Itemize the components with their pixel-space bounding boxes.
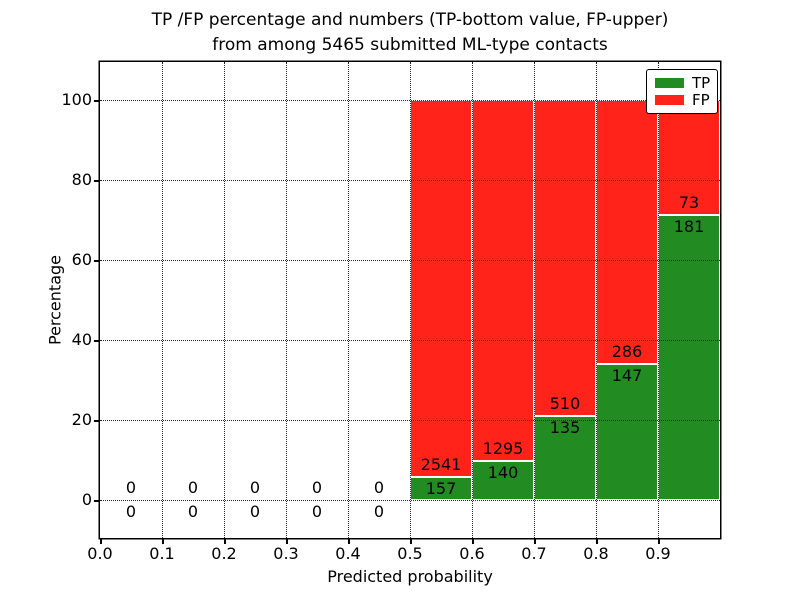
bar-segment-fp bbox=[534, 100, 596, 417]
bar-count-label-fp: 73 bbox=[678, 192, 700, 212]
bar-count-label-fp: 510 bbox=[549, 394, 581, 414]
x-axis-tick bbox=[596, 538, 598, 544]
gridline-vertical bbox=[596, 62, 597, 538]
bar-count-label-fp: 0 bbox=[125, 478, 137, 497]
y-axis-tick bbox=[94, 340, 100, 342]
y-axis-tick bbox=[94, 500, 100, 502]
gridline-vertical bbox=[534, 62, 535, 538]
bar-segment-tp bbox=[658, 214, 720, 500]
bar-count-label-tp: 0 bbox=[249, 502, 261, 521]
legend: TP FP bbox=[646, 69, 718, 114]
y-tick-label: 40 bbox=[71, 330, 92, 349]
y-tick-label: 80 bbox=[71, 170, 92, 189]
x-axis-tick bbox=[472, 538, 474, 544]
bar-count-label-tp: 0 bbox=[125, 502, 137, 521]
bar-segment-fp bbox=[472, 100, 534, 461]
bar-segment-tp bbox=[534, 416, 596, 500]
gridline-vertical bbox=[286, 62, 287, 538]
chart-title: TP /FP percentage and numbers (TP-bottom… bbox=[100, 8, 720, 58]
bar-segment-fp bbox=[596, 100, 658, 365]
x-tick-label: 0.3 bbox=[273, 544, 299, 563]
bar-count-label-fp: 0 bbox=[373, 478, 385, 497]
y-tick-label: 0 bbox=[81, 490, 92, 509]
y-tick-label: 20 bbox=[71, 410, 92, 429]
chart-title-line2: from among 5465 submitted ML-type contac… bbox=[212, 35, 608, 55]
x-axis-tick bbox=[162, 538, 164, 544]
bar-count-label-tp: 147 bbox=[611, 366, 643, 386]
y-axis-tick bbox=[94, 260, 100, 262]
bar-count-label-tp: 135 bbox=[549, 418, 581, 438]
legend-entry-fp: FP bbox=[647, 91, 717, 109]
x-axis-tick bbox=[534, 538, 536, 544]
legend-label-tp: TP bbox=[692, 74, 711, 92]
bar-count-label-tp: 140 bbox=[487, 462, 519, 482]
bar-segment-fp bbox=[410, 100, 472, 477]
x-tick-label: 0.7 bbox=[521, 544, 547, 563]
gridline-vertical bbox=[224, 62, 225, 538]
x-axis-tick bbox=[286, 538, 288, 544]
x-tick-label: 0.0 bbox=[87, 544, 113, 563]
x-tick-label: 0.5 bbox=[397, 544, 423, 563]
y-axis-tick bbox=[94, 420, 100, 422]
x-tick-label: 0.9 bbox=[645, 544, 671, 563]
x-tick-label: 0.4 bbox=[335, 544, 361, 563]
gridline-vertical bbox=[472, 62, 473, 538]
y-axis-tick bbox=[94, 100, 100, 102]
legend-entry-tp: TP bbox=[647, 74, 717, 92]
bar-count-label-fp: 0 bbox=[187, 478, 199, 497]
bar-count-label-fp: 286 bbox=[611, 342, 643, 362]
y-tick-label: 100 bbox=[61, 90, 92, 109]
y-tick-label: 60 bbox=[71, 250, 92, 269]
bar-count-label-tp: 0 bbox=[187, 502, 199, 521]
y-axis-tick bbox=[94, 180, 100, 182]
bar-segment-tp bbox=[472, 460, 534, 500]
plot-area: TP FP 0 0 0 0 0 0 0 0 0 0 2541 157 1295 140 510 135 286 14… bbox=[94, 62, 720, 544]
bar-count-label-fp: 0 bbox=[249, 478, 261, 497]
chart-title-line1: TP /FP percentage and numbers (TP-bottom… bbox=[151, 10, 669, 30]
x-axis-tick bbox=[658, 538, 660, 544]
legend-swatch-fp bbox=[655, 95, 684, 105]
x-tick-label: 0.6 bbox=[459, 544, 485, 563]
gridline-vertical bbox=[348, 62, 349, 538]
bar-count-label-fp: 2541 bbox=[420, 454, 462, 474]
bar-count-label-tp: 0 bbox=[311, 502, 323, 521]
bar-count-label-tp: 157 bbox=[425, 478, 457, 498]
bar-count-label-fp: 1295 bbox=[482, 438, 524, 458]
legend-label-fp: FP bbox=[692, 91, 710, 109]
bar-count-label-fp: 0 bbox=[311, 478, 323, 497]
gridline-vertical bbox=[162, 62, 163, 538]
x-axis-tick bbox=[410, 538, 412, 544]
x-tick-label: 0.1 bbox=[149, 544, 175, 563]
x-tick-label: 0.8 bbox=[583, 544, 609, 563]
bar-count-label-tp: 0 bbox=[373, 502, 385, 521]
x-axis-tick bbox=[100, 538, 102, 544]
x-axis-label: Predicted probability bbox=[327, 567, 493, 586]
bar-count-label-tp: 181 bbox=[673, 216, 705, 236]
x-axis-tick bbox=[348, 538, 350, 544]
x-tick-label: 0.2 bbox=[211, 544, 237, 563]
gridline-vertical bbox=[410, 62, 411, 538]
legend-swatch-tp bbox=[655, 78, 684, 88]
gridline-vertical bbox=[658, 62, 659, 538]
x-axis-tick bbox=[224, 538, 226, 544]
